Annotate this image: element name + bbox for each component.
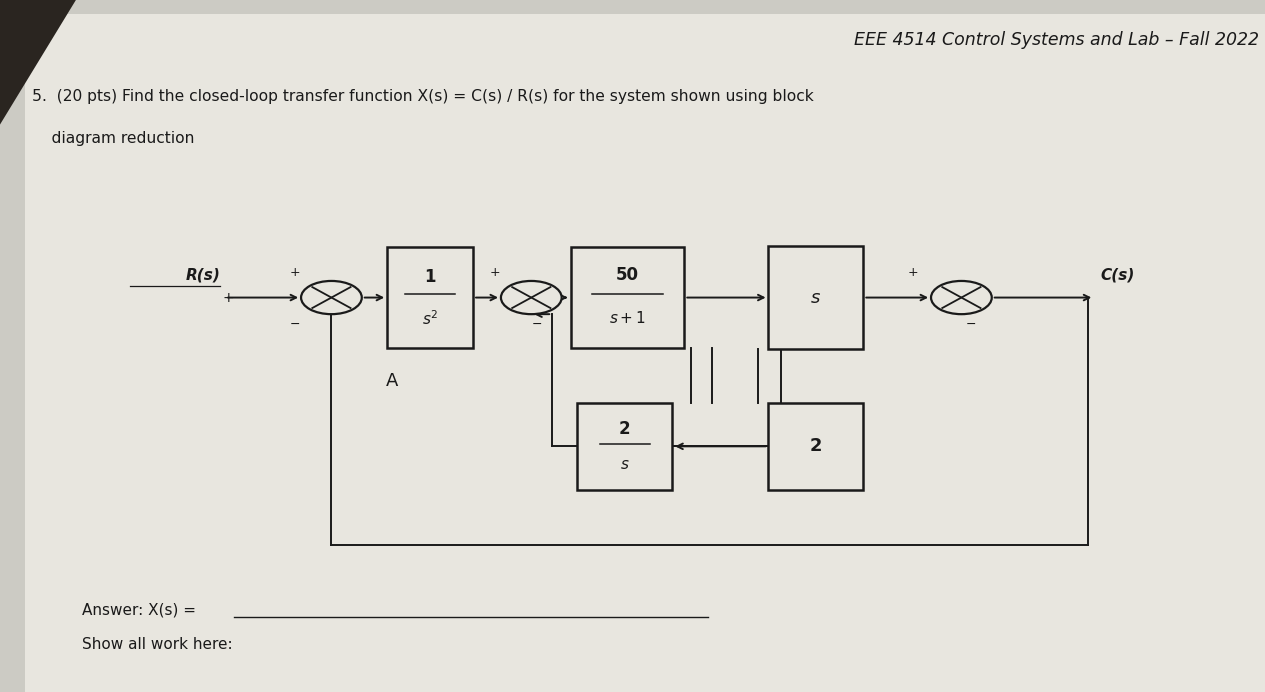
Text: 2: 2 [810,437,822,455]
Polygon shape [0,0,76,125]
Text: 50: 50 [616,266,639,284]
Text: −: − [965,318,975,331]
Bar [387,248,473,348]
Text: EEE 4514 Control Systems and Lab – Fall 2022: EEE 4514 Control Systems and Lab – Fall … [854,31,1259,49]
Text: 5.  (20 pts) Find the closed-loop transfer function X(s) = C(s) / R(s) for the s: 5. (20 pts) Find the closed-loop transfe… [32,89,813,104]
Text: $s^2$: $s^2$ [423,309,438,328]
Circle shape [931,281,992,314]
Text: 1: 1 [424,268,436,286]
Circle shape [301,281,362,314]
Text: Answer: X(s) =: Answer: X(s) = [82,603,201,618]
Text: $s+1$: $s+1$ [608,310,646,327]
Text: −: − [533,318,543,331]
Text: +: + [223,291,234,304]
Bar [577,403,672,490]
Text: Show all work here:: Show all work here: [82,637,233,653]
Text: 2: 2 [619,420,631,438]
Text: A: A [386,372,398,390]
Bar [769,246,863,349]
Text: +: + [490,266,500,279]
Text: R(s): R(s) [185,267,220,282]
Circle shape [501,281,562,314]
Text: +: + [907,266,918,279]
Text: +: + [290,266,300,279]
Text: C(s): C(s) [1101,267,1135,282]
Text: diagram reduction: diagram reduction [32,131,194,146]
Bar [769,403,863,490]
Text: −: − [290,318,300,331]
Text: $s$: $s$ [620,457,630,472]
Bar [571,248,684,348]
Text: $s$: $s$ [811,289,821,307]
